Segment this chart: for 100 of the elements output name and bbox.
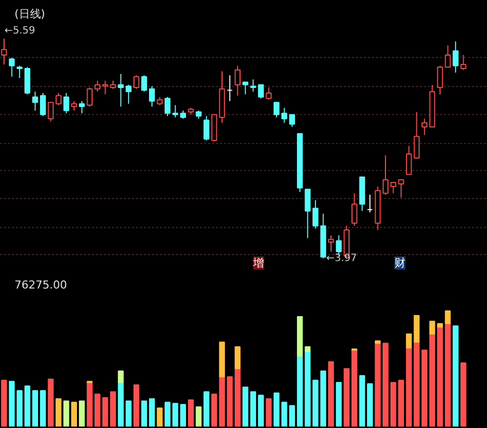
candlestick [312,200,318,230]
candlestick [141,74,148,92]
candlestick [94,80,100,92]
candlestick [16,65,22,79]
candlestick [86,87,93,107]
candlestick [48,102,54,122]
candlestick [118,73,124,107]
bar [328,361,334,426]
candlestick [274,102,280,118]
bar [196,406,202,426]
candlestick [281,107,288,124]
bar [359,375,366,426]
candlestick [304,188,311,239]
candlestick [390,182,396,194]
bar [149,398,155,426]
bar [180,404,186,426]
bar [437,323,443,328]
bar [382,342,388,426]
candlestick [266,87,272,100]
bar [336,382,342,426]
bar [56,398,62,426]
candlestick [63,92,70,114]
candlestick [126,84,132,104]
candlestick [258,84,264,99]
bar [110,391,116,426]
bar [437,326,443,426]
bar [429,333,436,426]
annotation: 增 [252,256,264,270]
bar [234,346,240,370]
annotation: 财 [394,256,406,270]
bar [94,394,100,426]
candlestick [398,179,404,198]
candlestick [444,44,451,68]
bar [320,370,326,426]
bar [452,325,458,426]
bar [118,370,124,384]
bar [141,400,148,426]
bar [78,400,85,426]
bar [258,394,264,426]
candlestick [289,114,295,128]
bar [102,397,108,426]
candlestick [460,54,466,70]
bar [188,399,194,426]
candlestick [437,65,443,95]
bar [344,368,350,426]
bar [48,378,54,426]
candlestick [242,82,248,95]
candlestick [71,100,77,112]
bar [40,390,46,426]
bar [172,402,178,426]
bar [86,382,93,426]
bar [444,323,451,426]
bar [211,394,218,426]
candlestick [56,92,62,106]
bar [444,310,451,324]
bar [422,350,428,426]
candlestick [250,78,256,92]
candlestick [164,96,170,116]
bar [1,380,7,426]
bar [351,350,358,426]
bar [367,383,373,426]
bar [219,376,225,426]
candlestick [234,65,240,96]
bar [398,380,404,426]
bar [312,380,318,426]
annotation: ←3.97 [326,252,357,264]
bar [204,391,210,426]
bar [63,400,70,426]
candlestick [204,115,210,141]
bar [460,362,466,426]
chart-title: 76275.00 [14,278,67,292]
bar [71,402,77,426]
candlestick [452,40,458,74]
bar [8,380,15,426]
bar [234,368,240,426]
candlestick [382,154,388,196]
bar [226,376,233,426]
candlestick [32,91,38,112]
bar [133,384,140,426]
bar [118,382,124,426]
bar [429,320,436,334]
candlestick [8,57,15,78]
bar [289,405,295,426]
candlestick [40,92,46,116]
bar [266,398,272,426]
bar [374,342,381,426]
bar [156,407,163,426]
bar [274,392,280,426]
bar [219,342,225,378]
bar [164,402,170,426]
candlestick [149,86,155,107]
bar [16,390,22,426]
candlestick [351,192,358,226]
candlestick [133,74,140,90]
candlestick [78,100,85,114]
candlestick [328,234,334,252]
bar [281,402,288,426]
bar [390,382,396,426]
candlestick [226,74,233,102]
text: ←5.59 [4,26,36,36]
